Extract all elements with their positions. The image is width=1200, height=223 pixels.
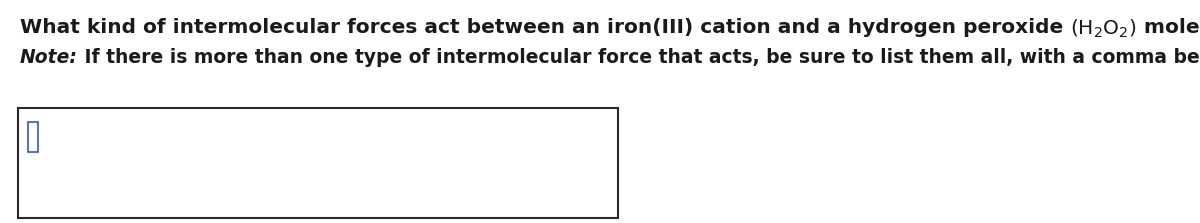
Text: Note:: Note: — [20, 48, 78, 67]
Bar — [18, 108, 618, 218]
Text: What kind of intermolecular forces act between an iron(III) cation and a hydroge: What kind of intermolecular forces act b… — [20, 18, 1070, 37]
Text: molecule?: molecule? — [1136, 18, 1200, 37]
Bar — [28, 122, 38, 152]
Text: If there is more than one type of intermolecular force that acts, be sure to lis: If there is more than one type of interm… — [78, 48, 1200, 67]
Text: $\left(\mathrm{H_2O_2}\right)$: $\left(\mathrm{H_2O_2}\right)$ — [1070, 18, 1136, 40]
